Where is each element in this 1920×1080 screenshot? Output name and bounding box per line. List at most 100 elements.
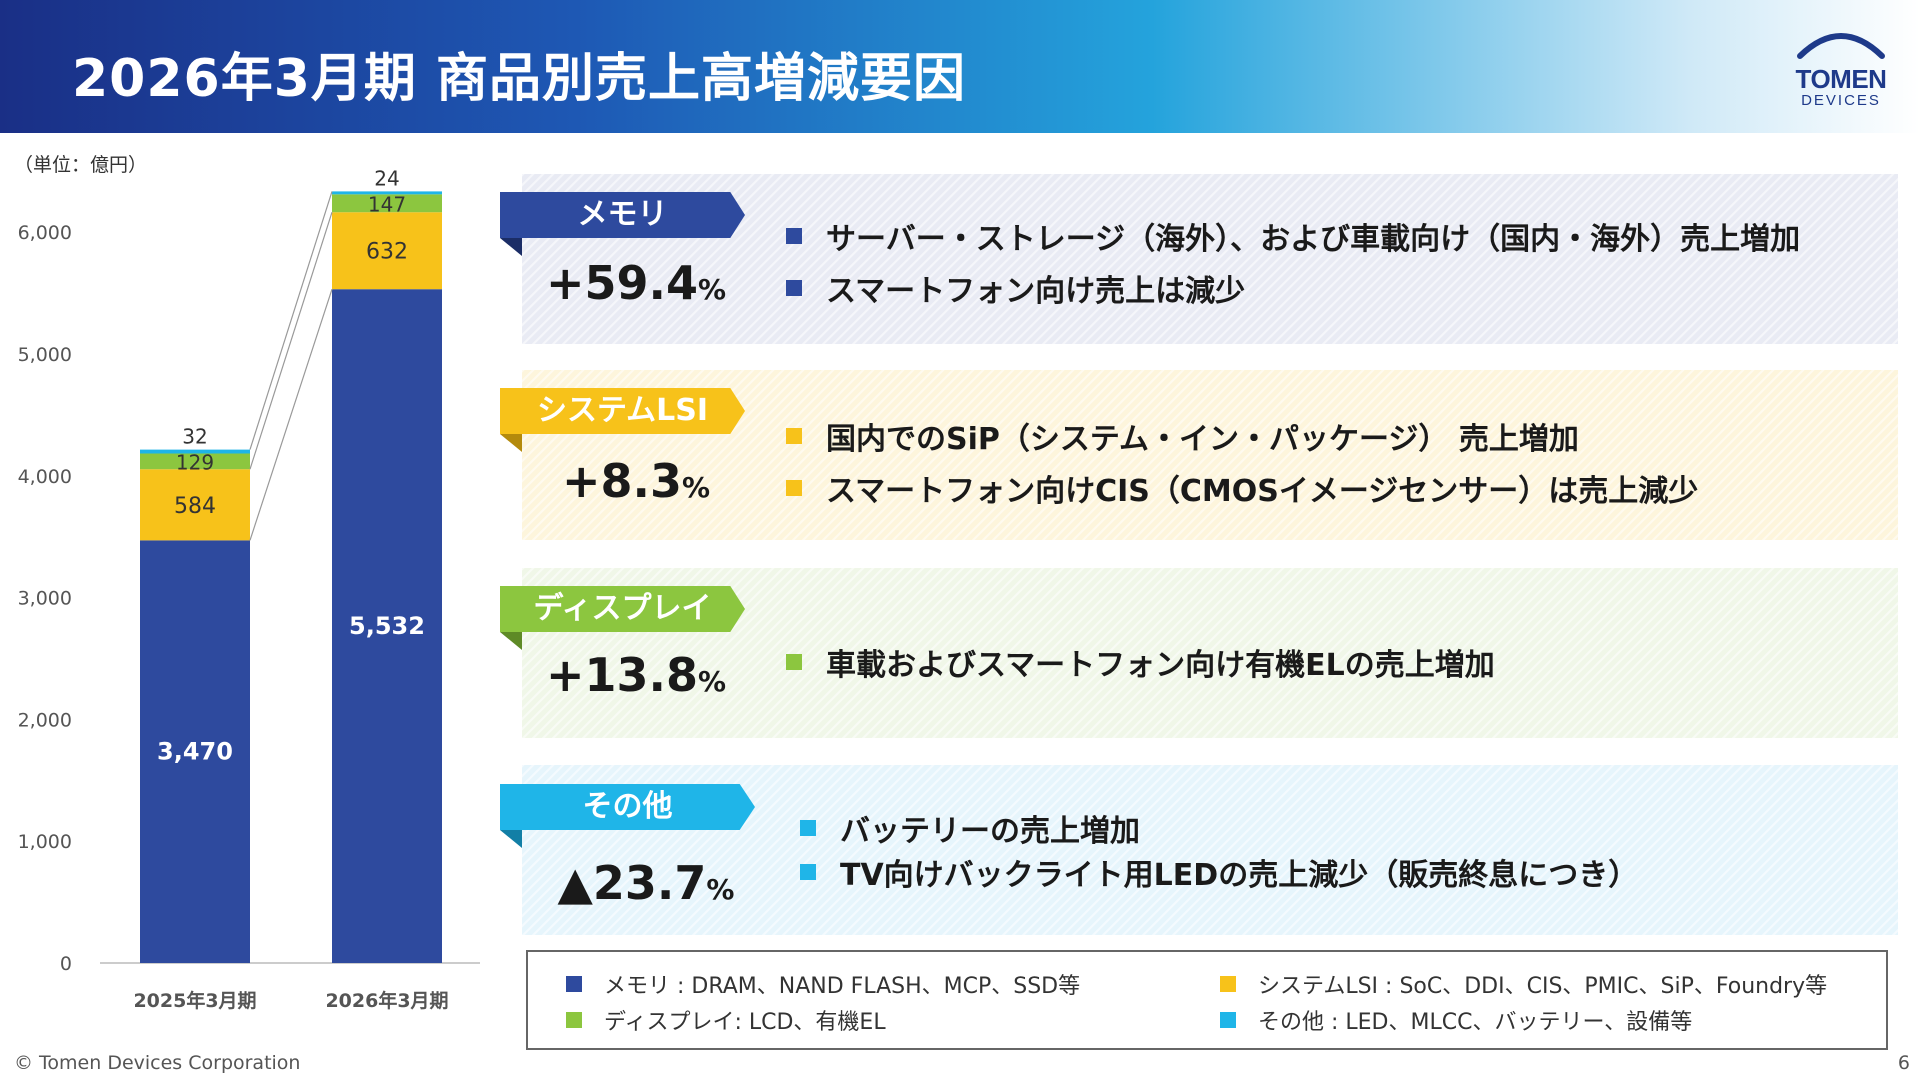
chart-unit-label: （単位：億円） bbox=[14, 154, 148, 176]
bullet-square-icon bbox=[786, 280, 802, 296]
legend-item-system-lsi: システムLSI : SoC、DDI、CIS、PMIC、SiP、Foundry等 bbox=[1220, 968, 1827, 1000]
tag-fold bbox=[500, 434, 522, 452]
data-label-other: 24 bbox=[374, 166, 399, 190]
data-label-other: 32 bbox=[182, 425, 207, 449]
bar-segment-memory bbox=[332, 289, 442, 963]
pct-memory: +59.4% bbox=[546, 256, 726, 310]
legend-square-icon bbox=[566, 1012, 582, 1028]
pct-symbol: % bbox=[706, 873, 735, 906]
logo-main-text: TOMEN bbox=[1795, 64, 1887, 94]
pct-value: +59.4 bbox=[546, 256, 699, 310]
bullet-square-icon bbox=[786, 228, 802, 244]
legend-label: システムLSI : SoC、DDI、CIS、PMIC、SiP、Foundry等 bbox=[1258, 974, 1828, 999]
y-tick-label: 0 bbox=[60, 953, 72, 975]
legend-label: メモリ : DRAM、NAND FLASH、MCP、SSD等 bbox=[604, 974, 1081, 999]
bullet-text: 車載およびスマートフォン向け有機ELの売上増加 bbox=[826, 648, 1495, 683]
tag-fold bbox=[500, 632, 522, 650]
data-label-memory: 5,532 bbox=[349, 612, 425, 640]
bullet-item: 車載およびスマートフォン向け有機ELの売上増加 bbox=[786, 636, 1495, 688]
bullets-other: バッテリーの売上増加 TV向けバックライト用LEDの売上減少（販売終息につき） bbox=[800, 806, 1638, 894]
tag-system-lsi: システムLSI bbox=[500, 388, 745, 434]
connector-line bbox=[249, 289, 333, 541]
bullet-item: バッテリーの売上増加 bbox=[800, 806, 1638, 850]
bullet-text: TV向けバックライト用LEDの売上減少（販売終息につき） bbox=[840, 858, 1639, 893]
pct-symbol: % bbox=[698, 665, 727, 698]
pct-display: +13.8% bbox=[546, 648, 726, 702]
bullet-item: サーバー・ストレージ（海外）、および車載向け（国内・海外）売上増加 bbox=[786, 210, 1800, 262]
legend-item-display: ディスプレイ: LCD、有機EL bbox=[566, 1004, 886, 1036]
bullet-text: バッテリーの売上増加 bbox=[840, 814, 1140, 849]
bullet-square-icon bbox=[800, 820, 816, 836]
page-title: 2026年3月期 商品別売上高増減要因 bbox=[72, 49, 967, 109]
bar-segment-display bbox=[332, 194, 442, 213]
header-banner: 2026年3月期 商品別売上高増減要因 TOMEN DEVICES bbox=[0, 0, 1920, 133]
bullet-square-icon bbox=[800, 864, 816, 880]
pct-symbol: % bbox=[681, 471, 711, 504]
panel-other bbox=[522, 765, 1898, 935]
bar-segment-system_lsi bbox=[332, 212, 442, 290]
bullet-item: TV向けバックライト用LEDの売上減少（販売終息につき） bbox=[800, 850, 1638, 894]
pct-value: ▲23.7 bbox=[557, 856, 707, 910]
connector-line bbox=[249, 191, 333, 450]
y-tick-label: 6,000 bbox=[18, 222, 72, 244]
legend-label: ディスプレイ: LCD、有機EL bbox=[604, 1010, 886, 1035]
pct-value: +13.8 bbox=[546, 648, 699, 702]
bullet-square-icon bbox=[786, 428, 802, 444]
legend-item-memory: メモリ : DRAM、NAND FLASH、MCP、SSD等 bbox=[566, 968, 1080, 1000]
panel-memory bbox=[522, 174, 1898, 344]
bar-segment-memory bbox=[140, 540, 250, 963]
legend-item-other: その他 : LED、MLCC、バッテリー、設備等 bbox=[1220, 1004, 1692, 1036]
legend-label: その他 : LED、MLCC、バッテリー、設備等 bbox=[1258, 1010, 1693, 1035]
bullet-text: 国内でのSiP（システム・イン・パッケージ） 売上増加 bbox=[826, 422, 1579, 457]
data-label-system_lsi: 632 bbox=[366, 240, 408, 265]
bullet-item: スマートフォン向け売上は減少 bbox=[786, 262, 1800, 314]
bar-segment-system_lsi bbox=[140, 469, 250, 541]
y-tick-label: 5,000 bbox=[18, 344, 72, 366]
pct-system-lsi: +8.3% bbox=[546, 454, 726, 508]
y-tick-label: 3,000 bbox=[18, 588, 72, 610]
bullets-system-lsi: 国内でのSiP（システム・イン・パッケージ） 売上増加 スマートフォン向けCIS… bbox=[786, 410, 1698, 514]
y-tick-label: 4,000 bbox=[18, 466, 72, 488]
bullet-item: 国内でのSiP（システム・イン・パッケージ） 売上増加 bbox=[786, 410, 1698, 462]
pct-value: +8.3 bbox=[561, 454, 682, 508]
tag-display: ディスプレイ bbox=[500, 586, 745, 632]
logo-sub-text: DEVICES bbox=[1801, 92, 1881, 109]
legend-square-icon bbox=[566, 976, 582, 992]
pct-other: ▲23.7% bbox=[556, 856, 736, 910]
data-label-memory: 3,470 bbox=[157, 738, 233, 766]
page-number: 6 bbox=[1897, 1052, 1910, 1074]
data-label-display: 129 bbox=[176, 450, 214, 474]
bullets-display: 車載およびスマートフォン向け有機ELの売上増加 bbox=[786, 636, 1495, 688]
pct-symbol: % bbox=[698, 273, 727, 306]
company-logo: TOMEN DEVICES bbox=[1786, 22, 1896, 112]
y-tick-label: 2,000 bbox=[18, 709, 72, 731]
panel-system-lsi bbox=[522, 370, 1898, 540]
stacked-bar-chart: 0 1,000 2,000 3,000 4,000 5,000 6,000 2025年3月期 2… bbox=[18, 166, 480, 1012]
bullet-text: スマートフォン向け売上は減少 bbox=[826, 274, 1246, 309]
y-tick-label: 1,000 bbox=[18, 831, 72, 853]
x-category-label: 2025年3月期 bbox=[133, 989, 256, 1012]
panel-display bbox=[522, 568, 1898, 738]
logo-arc-icon bbox=[1797, 33, 1885, 59]
bar-segment-other bbox=[332, 191, 442, 195]
tag-fold bbox=[500, 238, 522, 256]
connector-line bbox=[249, 212, 333, 470]
bullet-square-icon bbox=[786, 480, 802, 496]
legend-box: メモリ : DRAM、NAND FLASH、MCP、SSD等 システムLSI :… bbox=[526, 950, 1888, 1050]
data-label-display: 147 bbox=[368, 192, 406, 216]
bar-segment-other bbox=[140, 449, 250, 454]
bullet-text: スマートフォン向けCIS（CMOSイメージセンサー）は売上減少 bbox=[826, 474, 1699, 509]
bullet-text: サーバー・ストレージ（海外）、および車載向け（国内・海外）売上増加 bbox=[826, 222, 1801, 257]
legend-square-icon bbox=[1220, 976, 1236, 992]
bullet-square-icon bbox=[786, 654, 802, 670]
x-category-label: 2026年3月期 bbox=[325, 989, 448, 1012]
tag-memory: メモリ bbox=[500, 192, 745, 238]
bullets-memory: サーバー・ストレージ（海外）、および車載向け（国内・海外）売上増加 スマートフォ… bbox=[786, 210, 1800, 314]
bar-segment-display bbox=[140, 453, 250, 470]
tag-fold bbox=[500, 830, 522, 848]
bullet-item: スマートフォン向けCIS（CMOSイメージセンサー）は売上減少 bbox=[786, 462, 1698, 514]
tag-other: その他 bbox=[500, 784, 755, 830]
data-label-system_lsi: 584 bbox=[174, 494, 216, 519]
copyright: © Tomen Devices Corporation bbox=[14, 1052, 301, 1074]
legend-square-icon bbox=[1220, 1012, 1236, 1028]
